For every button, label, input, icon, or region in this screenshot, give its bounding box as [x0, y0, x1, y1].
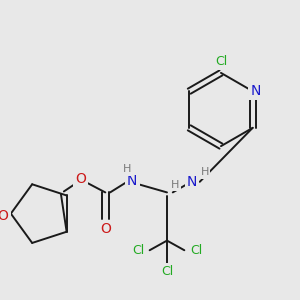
Text: N: N	[127, 174, 137, 188]
Text: O: O	[75, 172, 86, 186]
Text: O: O	[100, 222, 111, 236]
Text: H: H	[170, 180, 179, 190]
Text: Cl: Cl	[215, 55, 227, 68]
Text: H: H	[123, 164, 132, 174]
Text: H: H	[200, 167, 209, 177]
Text: O: O	[0, 208, 9, 223]
Text: Cl: Cl	[190, 244, 202, 257]
Text: N: N	[187, 175, 197, 189]
Text: Cl: Cl	[161, 265, 173, 278]
Text: Cl: Cl	[132, 244, 144, 257]
Text: N: N	[250, 84, 261, 98]
